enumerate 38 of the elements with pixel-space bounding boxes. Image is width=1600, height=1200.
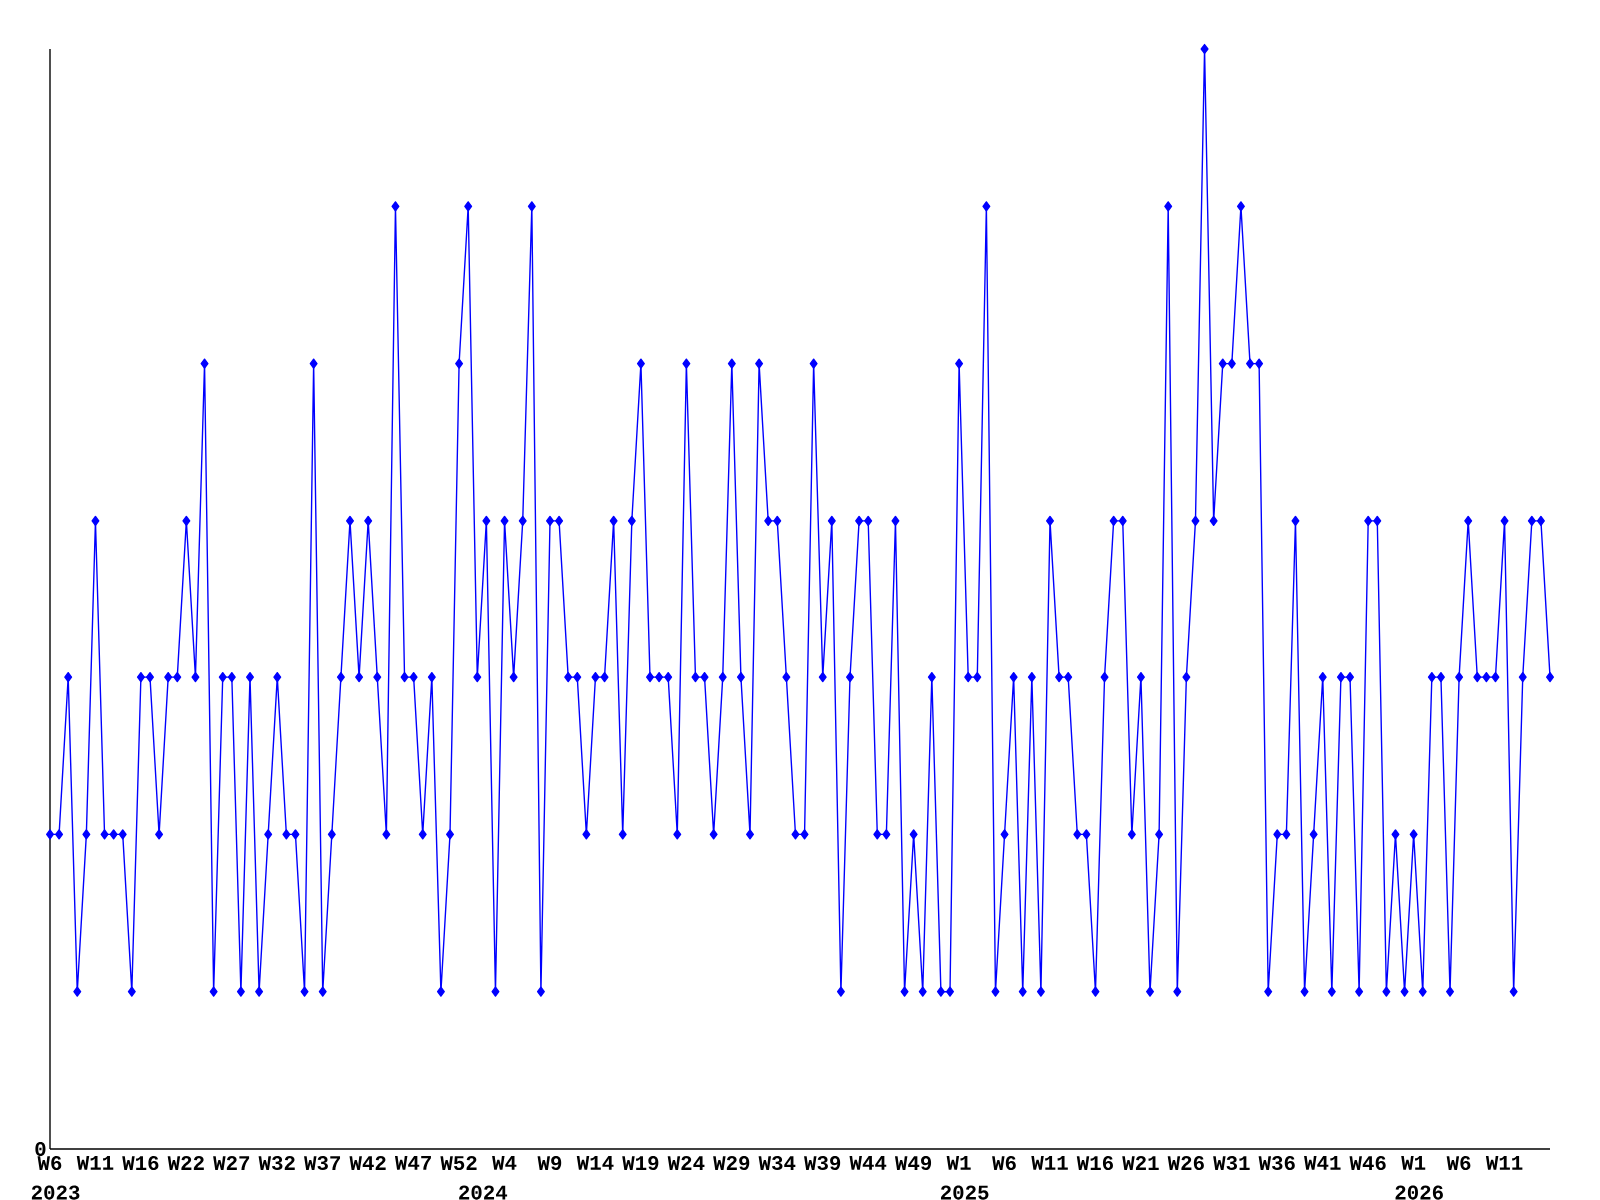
x-tick-label: W14 [576,1156,614,1170]
x-tick-label: W1 [1401,1156,1426,1170]
x-tick-label: W27 [213,1156,250,1170]
x-tick-label: W41 [1304,1156,1341,1170]
text: 2023 [31,1185,80,1200]
text: 2025 [940,1185,989,1200]
x-tick-label: W37 [304,1156,341,1171]
x-tick-label: W1 [946,1156,971,1170]
x-tick-label: W24 [667,1156,705,1170]
x-tick-label: W6 [1446,1156,1471,1171]
x-tick-label: W47 [394,1156,431,1170]
x-tick-label: W44 [849,1156,887,1170]
x-tick-label: W16 [122,1156,159,1171]
x-tick-label: W6 [37,1156,62,1171]
x-tick-label: W42 [349,1156,386,1170]
x-tick-label: W32 [258,1156,295,1171]
x-tick-label: W22 [167,1156,204,1170]
x-tick-label: W39 [804,1156,841,1171]
x-tick-label: W11 [76,1156,114,1170]
x-tick-label: W52 [440,1156,477,1171]
x-tick-label: W9 [537,1156,562,1171]
x-tick-label: W19 [622,1156,659,1171]
x-tick-label: W11 [1485,1156,1523,1170]
x-tick-label: W31 [1213,1156,1250,1171]
x-tick-label: W26 [1167,1156,1204,1171]
x-tick-label: W29 [713,1156,750,1171]
x-tick-label: W34 [758,1156,796,1171]
x-tick-label: W21 [1122,1156,1159,1170]
x-tick-label: W49 [894,1156,932,1171]
text: 2024 [459,1185,508,1200]
text: 0 [35,1141,46,1157]
x-tick-label: W11 [1031,1156,1068,1170]
x-tick-label: W16 [1076,1156,1113,1171]
x-tick-label: W46 [1349,1156,1386,1171]
x-tick-label: W6 [992,1156,1016,1171]
x-tick-label: W4 [492,1156,517,1170]
text: 2026 [1395,1185,1443,1200]
x-tick-label: W36 [1258,1156,1295,1171]
